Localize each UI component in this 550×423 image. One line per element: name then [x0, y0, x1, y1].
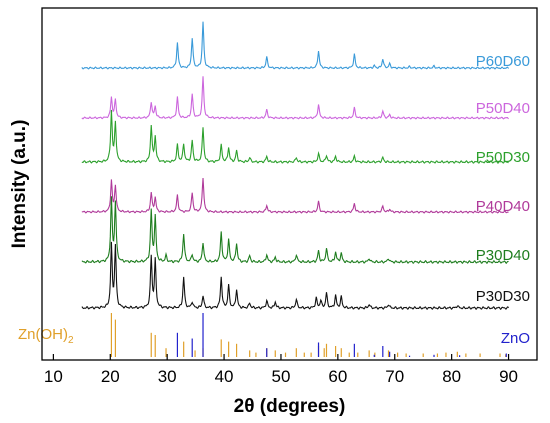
series-line — [81, 178, 509, 214]
series-line — [81, 76, 509, 120]
reference-label-main: Zn(OH) — [18, 326, 68, 343]
series-label: P40D40 — [476, 198, 530, 215]
series-label: P30D40 — [476, 247, 530, 264]
series-line — [81, 196, 509, 264]
series-label: P60D60 — [476, 53, 530, 70]
x-tick-label: 60 — [328, 367, 347, 386]
x-tick-label: 40 — [215, 367, 234, 386]
reference-label-zn-oh2: Zn(OH)2 — [18, 326, 74, 346]
x-tick-label: 30 — [158, 367, 177, 386]
plot-frame — [41, 7, 538, 361]
plot-area: P60D60 P50D40 P50D30 P40D40 P30D40 P30D30 Zn(O… — [18, 21, 530, 357]
x-tick-label: 10 — [44, 367, 63, 386]
x-tick-label: 20 — [101, 367, 120, 386]
series-line — [81, 241, 509, 310]
x-tick-label: 50 — [272, 367, 291, 386]
x-tick-label: 70 — [385, 367, 404, 386]
x-tick-label: 80 — [442, 367, 461, 386]
series-label: P50D40 — [476, 100, 530, 117]
reference-label-zno: ZnO — [501, 330, 530, 347]
series-label: P50D30 — [476, 149, 530, 166]
series-line — [81, 109, 509, 164]
x-axis-ticks: 10 20 30 40 50 60 70 80 90 — [44, 354, 518, 386]
reference-label-subscript: 2 — [68, 335, 74, 346]
x-axis-title: 2θ (degrees) — [234, 396, 346, 417]
series-label: P30D30 — [476, 288, 530, 305]
x-tick-label: 90 — [499, 367, 518, 386]
series-line — [81, 21, 510, 70]
y-axis-title: Intensity (a.u.) — [9, 120, 30, 249]
